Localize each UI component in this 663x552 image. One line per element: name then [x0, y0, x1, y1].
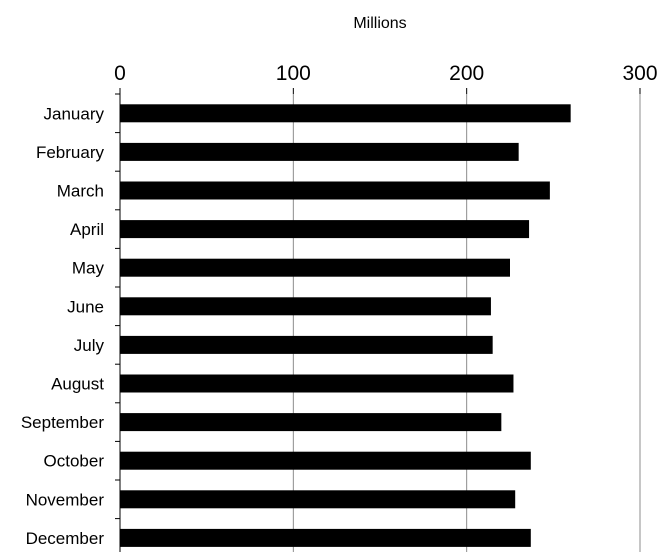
category-label-july: July	[74, 336, 105, 355]
category-label-october: October	[44, 452, 105, 471]
bar-june	[120, 297, 491, 316]
bar-january	[120, 104, 571, 123]
bar-august	[120, 374, 514, 393]
category-label-december: December	[26, 529, 105, 548]
x-tick-label-300: 300	[622, 62, 657, 85]
axes	[115, 88, 641, 552]
bar-september	[120, 413, 502, 432]
bar-july	[120, 335, 493, 354]
x-tick-label-200: 200	[449, 62, 484, 85]
bar-december	[120, 528, 531, 547]
bar-may	[120, 258, 510, 277]
bar-april	[120, 220, 530, 239]
x-axis-unit-label: Millions	[353, 15, 406, 32]
category-label-january: January	[44, 104, 105, 123]
category-label-february: February	[36, 143, 105, 162]
category-label-april: April	[70, 220, 104, 239]
bar-november	[120, 490, 516, 509]
x-tick-label-100: 100	[276, 62, 311, 85]
category-label-august: August	[51, 375, 104, 394]
bar-february	[120, 142, 519, 161]
category-label-september: September	[21, 413, 104, 432]
bars	[120, 104, 571, 547]
category-label-november: November	[26, 490, 105, 509]
gridlines	[292, 94, 641, 552]
bar-october	[120, 451, 531, 470]
category-label-june: June	[67, 297, 104, 316]
bar-march	[120, 181, 550, 200]
category-label-march: March	[57, 182, 104, 201]
x-tick-label-0: 0	[114, 62, 126, 85]
labels: 0 100 200 300 January February March April May Ju…	[21, 62, 658, 548]
category-label-may: May	[72, 259, 105, 278]
